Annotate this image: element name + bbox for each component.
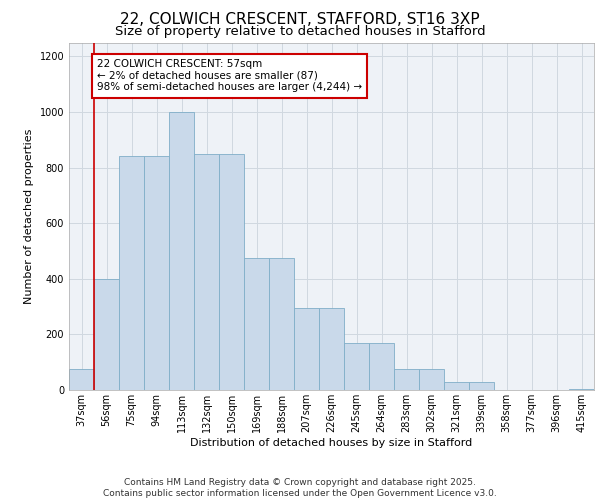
Bar <box>269 258 294 390</box>
Bar <box>94 279 119 390</box>
Bar <box>369 342 394 390</box>
Bar <box>394 369 419 390</box>
Y-axis label: Number of detached properties: Number of detached properties <box>24 128 34 304</box>
Text: Contains HM Land Registry data © Crown copyright and database right 2025.
Contai: Contains HM Land Registry data © Crown c… <box>103 478 497 498</box>
Bar <box>219 154 244 390</box>
Bar <box>569 388 594 390</box>
Bar <box>344 342 369 390</box>
X-axis label: Distribution of detached houses by size in Stafford: Distribution of detached houses by size … <box>190 438 473 448</box>
Bar <box>119 156 144 390</box>
Bar <box>319 308 344 390</box>
Text: 22, COLWICH CRESCENT, STAFFORD, ST16 3XP: 22, COLWICH CRESCENT, STAFFORD, ST16 3XP <box>120 12 480 28</box>
Bar <box>469 382 494 390</box>
Bar <box>294 308 319 390</box>
Bar <box>144 156 169 390</box>
Bar <box>244 258 269 390</box>
Bar <box>194 154 219 390</box>
Bar <box>69 369 94 390</box>
Bar <box>444 382 469 390</box>
Text: Size of property relative to detached houses in Stafford: Size of property relative to detached ho… <box>115 25 485 38</box>
Bar <box>169 112 194 390</box>
Text: 22 COLWICH CRESCENT: 57sqm
← 2% of detached houses are smaller (87)
98% of semi-: 22 COLWICH CRESCENT: 57sqm ← 2% of detac… <box>97 59 362 92</box>
Bar <box>419 369 444 390</box>
